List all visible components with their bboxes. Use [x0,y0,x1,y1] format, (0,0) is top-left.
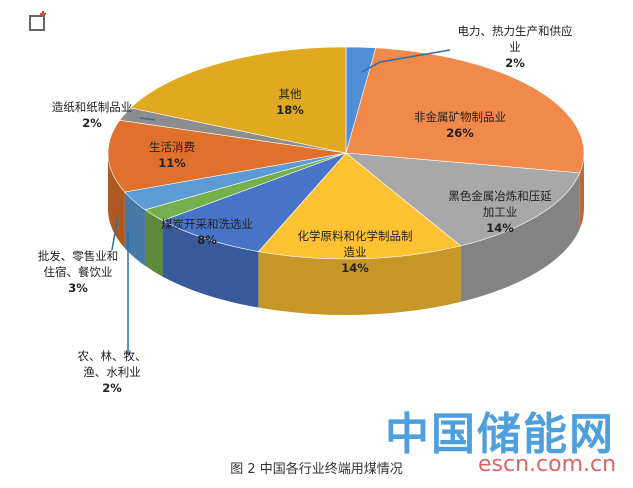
slice-side [460,172,580,302]
category-label: 造纸和纸制品业 [51,100,133,114]
value-label: 14% [341,261,369,275]
slice-label: 化学原料和化学制品制造业 14% [295,228,415,276]
slice-side-shade [579,153,584,229]
value-label: 3% [68,281,88,295]
category-label: 电力、热力生产和供应业 [457,24,573,54]
slice [107,119,347,193]
value-label: 2% [102,381,122,395]
slice-side-shade [460,172,580,302]
slice-label: 黑色金属冶炼和压延加工业 14% [445,188,555,236]
slice-label: 其他 18% [250,86,330,118]
value-label: 11% [158,156,186,170]
watermark-title: 中国储能网 [385,409,615,460]
value-label: 14% [486,221,514,235]
slice [257,152,462,260]
value-label: 8% [197,233,217,247]
slice-side-shade [162,220,259,308]
slice-side-shade [124,192,146,266]
value-label: 2% [505,56,525,70]
leader-line [139,117,156,121]
category-label: 生活消费 [149,140,195,154]
slice-label: 生活消费 11% [127,139,217,171]
slice-label: 造纸和纸制品业 2% [32,99,152,131]
slice-side-shade [258,245,461,315]
slice-label: 非金属矿物制品业 26% [390,109,530,141]
slice [345,47,585,174]
category-label: 农、林、牧、渔、水利业 [77,349,147,379]
slice [130,46,347,154]
slice-label: 农、林、牧、渔、水利业 2% [67,348,157,396]
category-label: 其他 [278,87,302,101]
slice-side [258,245,461,315]
leader-line [111,214,119,251]
caption: 图 2 中国各行业终端用煤情况 [230,462,403,477]
watermark-url: escn.com.cn [478,452,617,477]
slice [345,152,581,247]
slice-side-shade [108,153,125,249]
corner-icon [29,15,45,31]
slice-side [124,192,146,266]
category-label: 煤炭开采和洗选业 [161,217,253,231]
value-label: 2% [82,116,102,130]
slice-side [579,153,584,229]
category-label: 黑色金属冶炼和压延加工业 [448,189,552,219]
slice [161,152,347,252]
slice-side-shade [145,209,163,277]
corner-icon-plus [40,11,46,17]
value-label: 26% [446,126,474,140]
category-label: 非金属矿物制品业 [414,110,506,124]
slice-label: 批发、零售业和住宿、餐饮业 3% [33,248,123,296]
slice-side [108,153,125,249]
category-label: 化学原料和化学制品制造业 [297,229,413,259]
leader-line [361,49,451,73]
slice-label: 煤炭开采和洗选业 8% [147,216,267,248]
slice-side [162,220,259,308]
value-label: 18% [276,103,304,117]
category-label: 批发、零售业和住宿、餐饮业 [37,249,119,279]
slice-label: 电力、热力生产和供应业 2% [455,23,575,71]
slice-side [145,209,163,277]
